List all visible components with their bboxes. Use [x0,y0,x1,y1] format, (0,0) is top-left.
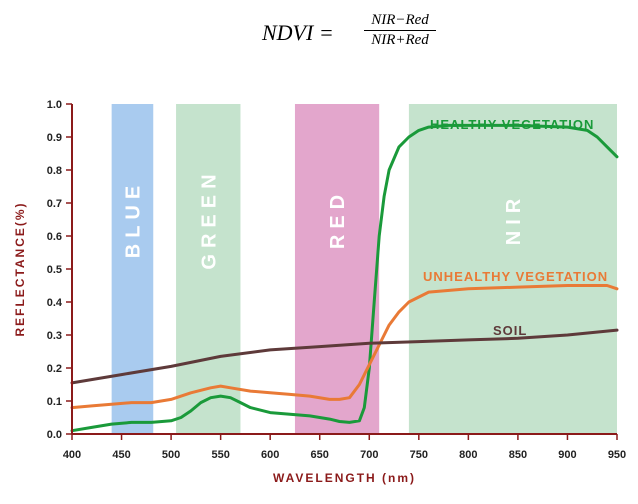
band-label-green: GREEN [198,168,220,269]
series-label-soil: SOIL [493,323,527,338]
y-tick-label: 0.6 [47,231,62,243]
series-label-unhealthy-vegetation: UNHEALTHY VEGETATION [423,269,608,284]
y-tick-label: 0.0 [47,429,62,441]
y-tick-label: 0.2 [47,363,62,375]
x-tick-label: 600 [261,449,279,461]
x-tick-label: 450 [112,449,130,461]
y-tick-label: 0.7 [47,198,62,210]
formula-denominator: NIR+Red [371,32,429,48]
series-line-unhealthy-vegetation [70,284,619,410]
formula-numerator: NIR−Red [371,12,429,28]
x-tick-label: 400 [63,449,81,461]
chart-series [70,123,619,433]
x-tick-label: 650 [311,449,329,461]
band-red [294,104,380,434]
x-tick-label: 550 [211,449,229,461]
y-tick-label: 0.1 [47,396,62,408]
formula-fraction: NIR−Red NIR+Red [364,12,436,49]
band-label-blue: BLUE [122,180,144,258]
band-blue [111,104,154,434]
series-label-healthy-vegetation: HEALTHY VEGETATION [430,117,594,132]
band-labels: BLUE GREEN RED NIR [122,168,525,269]
x-axis-title: WAVELENGTH (nm) [273,471,416,485]
y-tick-label: 1.0 [47,99,62,111]
x-tick-label: 700 [360,449,378,461]
series-line-healthy-vegetation [70,123,619,433]
y-axis-title: REFLECTANCE(%) [13,201,27,336]
x-tick-label: 850 [509,449,527,461]
band-green [176,104,241,434]
axis-ticks: 400 450 500 550 600 650 700 750 800 850 900 950 0.0 0… [47,99,626,461]
y-tick-label: 0.4 [47,297,63,309]
formula-lhs: NDVI = [262,20,334,45]
series-line-soil [70,328,619,385]
x-tick-label: 950 [608,449,626,461]
y-tick-label: 0.9 [47,132,62,144]
spectral-bands [111,104,617,434]
band-label-red: RED [327,189,349,249]
band-nir [408,104,617,434]
band-label-nir: NIR [503,193,525,245]
ndvi-formula: NDVI = NIR−Red NIR+Red [0,8,638,56]
x-tick-label: 900 [558,449,576,461]
x-tick-label: 500 [162,449,180,461]
y-tick-label: 0.5 [47,264,62,276]
y-tick-label: 0.8 [47,165,62,177]
fraction-bar [364,30,436,31]
x-tick-label: 750 [410,449,428,461]
x-tick-label: 800 [459,449,477,461]
series-labels: HEALTHY VEGETATION UNHEALTHY VEGETATION SO… [423,117,608,338]
y-tick-label: 0.3 [47,330,62,342]
